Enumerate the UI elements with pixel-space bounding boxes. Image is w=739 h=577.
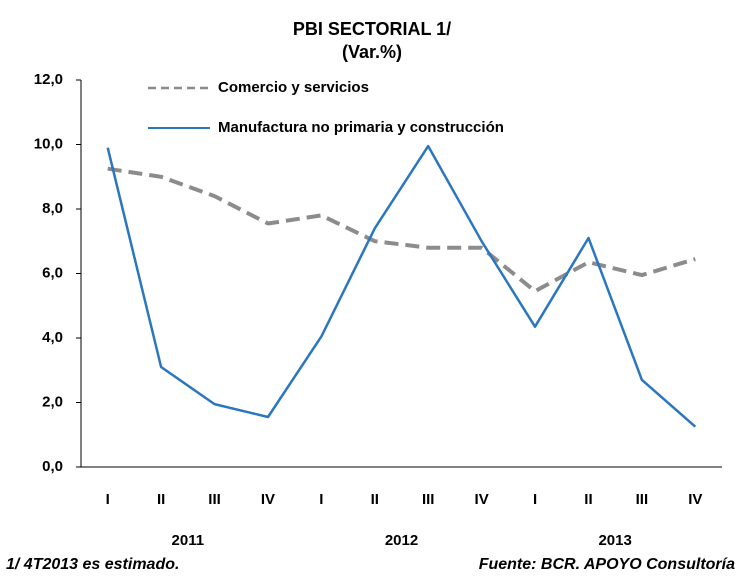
chart-title: PBI SECTORIAL 1/ xyxy=(293,19,451,39)
source: Fuente: BCR. APOYO Consultoría xyxy=(479,556,735,573)
x-tick-label: IV xyxy=(688,491,702,508)
x-tick-label: IV xyxy=(261,491,275,508)
x-tick-label: I xyxy=(319,491,323,508)
y-tick-label: 6,0 xyxy=(42,264,63,281)
legend-label: Comercio y servicios xyxy=(218,79,369,96)
x-tick-label: I xyxy=(533,491,537,508)
x-tick-label: IV xyxy=(475,491,489,508)
legend-label: Manufactura no primaria y construcción xyxy=(218,119,504,136)
y-tick-label: 0,0 xyxy=(42,458,63,475)
x-group-label: 2013 xyxy=(598,532,631,549)
y-tick-label: 12,0 xyxy=(34,71,63,88)
x-tick-label: II xyxy=(157,491,165,508)
x-tick-label: III xyxy=(208,491,221,508)
x-tick-label: II xyxy=(584,491,592,508)
x-tick-label: I xyxy=(106,491,110,508)
y-tick-label: 2,0 xyxy=(42,393,63,410)
footnote: 1/ 4T2013 es estimado. xyxy=(6,556,179,573)
x-group-label: 2012 xyxy=(385,532,418,549)
x-group-label: 2011 xyxy=(172,532,205,549)
y-tick-label: 4,0 xyxy=(42,329,63,346)
x-tick-label: III xyxy=(422,491,435,508)
series-line xyxy=(106,144,697,428)
y-tick-label: 8,0 xyxy=(42,200,63,217)
y-tick-label: 10,0 xyxy=(34,135,63,152)
x-tick-label: II xyxy=(371,491,379,508)
chart-subtitle: (Var.%) xyxy=(342,42,402,62)
x-tick-label: III xyxy=(636,491,649,508)
